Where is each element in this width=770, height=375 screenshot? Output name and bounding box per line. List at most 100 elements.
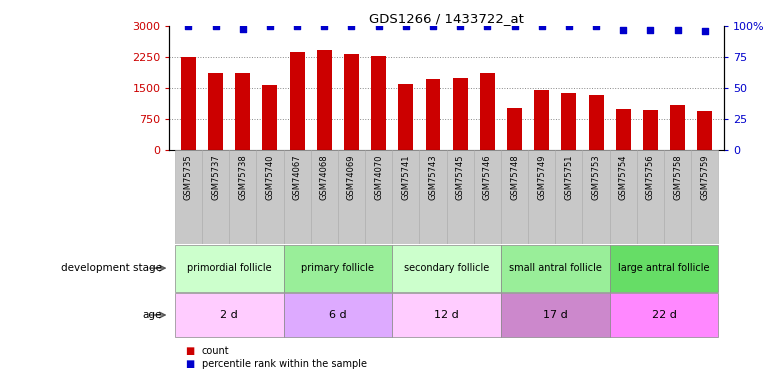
Bar [698,111,712,150]
Text: GSM75754: GSM75754 [619,154,628,200]
Bar [311,150,338,244]
Text: GSM74070: GSM74070 [374,154,383,200]
Text: percentile rank within the sample: percentile rank within the sample [202,359,367,369]
Point [644,27,657,33]
Bar [610,150,637,244]
Point [590,23,602,29]
Text: GSM74068: GSM74068 [320,154,329,200]
Title: GDS1266 / 1433722_at: GDS1266 / 1433722_at [369,12,524,25]
Point [182,23,195,29]
Bar [691,150,718,244]
Text: GSM75745: GSM75745 [456,154,464,200]
Point [481,23,494,29]
Text: GSM75749: GSM75749 [537,154,546,200]
Bar [616,109,631,150]
Bar [637,150,664,244]
Point [400,23,412,29]
Text: primary follicle: primary follicle [301,263,374,273]
Text: GSM75735: GSM75735 [184,154,193,200]
Bar [420,150,447,244]
Text: ■: ■ [185,359,194,369]
Bar [316,50,332,150]
Bar [181,57,196,150]
Bar [175,245,283,291]
Text: GSM75740: GSM75740 [266,154,274,200]
Bar [582,150,610,244]
Text: 22 d: 22 d [651,310,677,320]
Bar [392,245,501,291]
Text: GSM75751: GSM75751 [564,154,574,200]
Text: GSM75743: GSM75743 [429,154,437,200]
Point [536,23,548,29]
Text: GSM74067: GSM74067 [293,154,302,200]
Bar [344,54,359,150]
Point [427,23,439,29]
Bar [480,73,495,150]
Point [291,23,303,29]
Bar [528,150,555,244]
Text: 2 d: 2 d [220,310,238,320]
Point [617,27,629,33]
Text: development stage: development stage [61,263,162,273]
Bar [643,110,658,150]
Bar [426,79,440,150]
Bar [365,150,392,244]
Point [236,26,249,32]
Text: large antral follicle: large antral follicle [618,263,710,273]
Bar [208,73,223,150]
Text: 6 d: 6 d [329,310,347,320]
Text: primordial follicle: primordial follicle [187,263,272,273]
Bar [175,293,283,337]
Bar [588,95,604,150]
Bar [236,73,250,150]
Text: count: count [202,346,229,355]
Text: small antral follicle: small antral follicle [509,263,601,273]
Text: GSM75753: GSM75753 [591,154,601,200]
Text: GSM75746: GSM75746 [483,154,492,200]
Point [264,23,276,29]
Bar [501,150,528,244]
Point [209,23,222,29]
Point [563,23,575,29]
Bar [610,293,718,337]
Point [671,27,684,33]
Text: GSM75758: GSM75758 [673,154,682,200]
Text: age: age [142,310,162,320]
Text: GSM75738: GSM75738 [238,154,247,200]
Bar [507,108,522,150]
Bar [338,150,365,244]
Point [454,23,467,29]
Bar [610,245,718,291]
Bar [474,150,501,244]
Bar [453,78,467,150]
Point [318,23,330,29]
Text: GSM75748: GSM75748 [510,154,519,200]
Bar [555,150,582,244]
Bar [392,293,501,337]
Text: 12 d: 12 d [434,310,459,320]
Point [508,23,521,29]
Point [373,23,385,29]
Bar [175,150,202,244]
Bar [670,105,685,150]
Bar [664,150,691,244]
Bar [263,85,277,150]
Bar [534,90,549,150]
Text: GSM75759: GSM75759 [700,154,709,200]
Bar [371,56,386,150]
Bar [256,150,283,244]
Text: GSM75741: GSM75741 [401,154,410,200]
Text: GSM75737: GSM75737 [211,154,220,200]
Bar [290,52,305,150]
Bar [283,293,392,337]
Text: GSM74069: GSM74069 [347,154,356,200]
Point [698,28,711,34]
Bar [283,150,311,244]
Text: 17 d: 17 d [543,310,567,320]
Bar [229,150,256,244]
Text: GSM75756: GSM75756 [646,154,655,200]
Text: secondary follicle: secondary follicle [404,263,489,273]
Bar [392,150,420,244]
Bar [561,93,577,150]
Bar [501,293,610,337]
